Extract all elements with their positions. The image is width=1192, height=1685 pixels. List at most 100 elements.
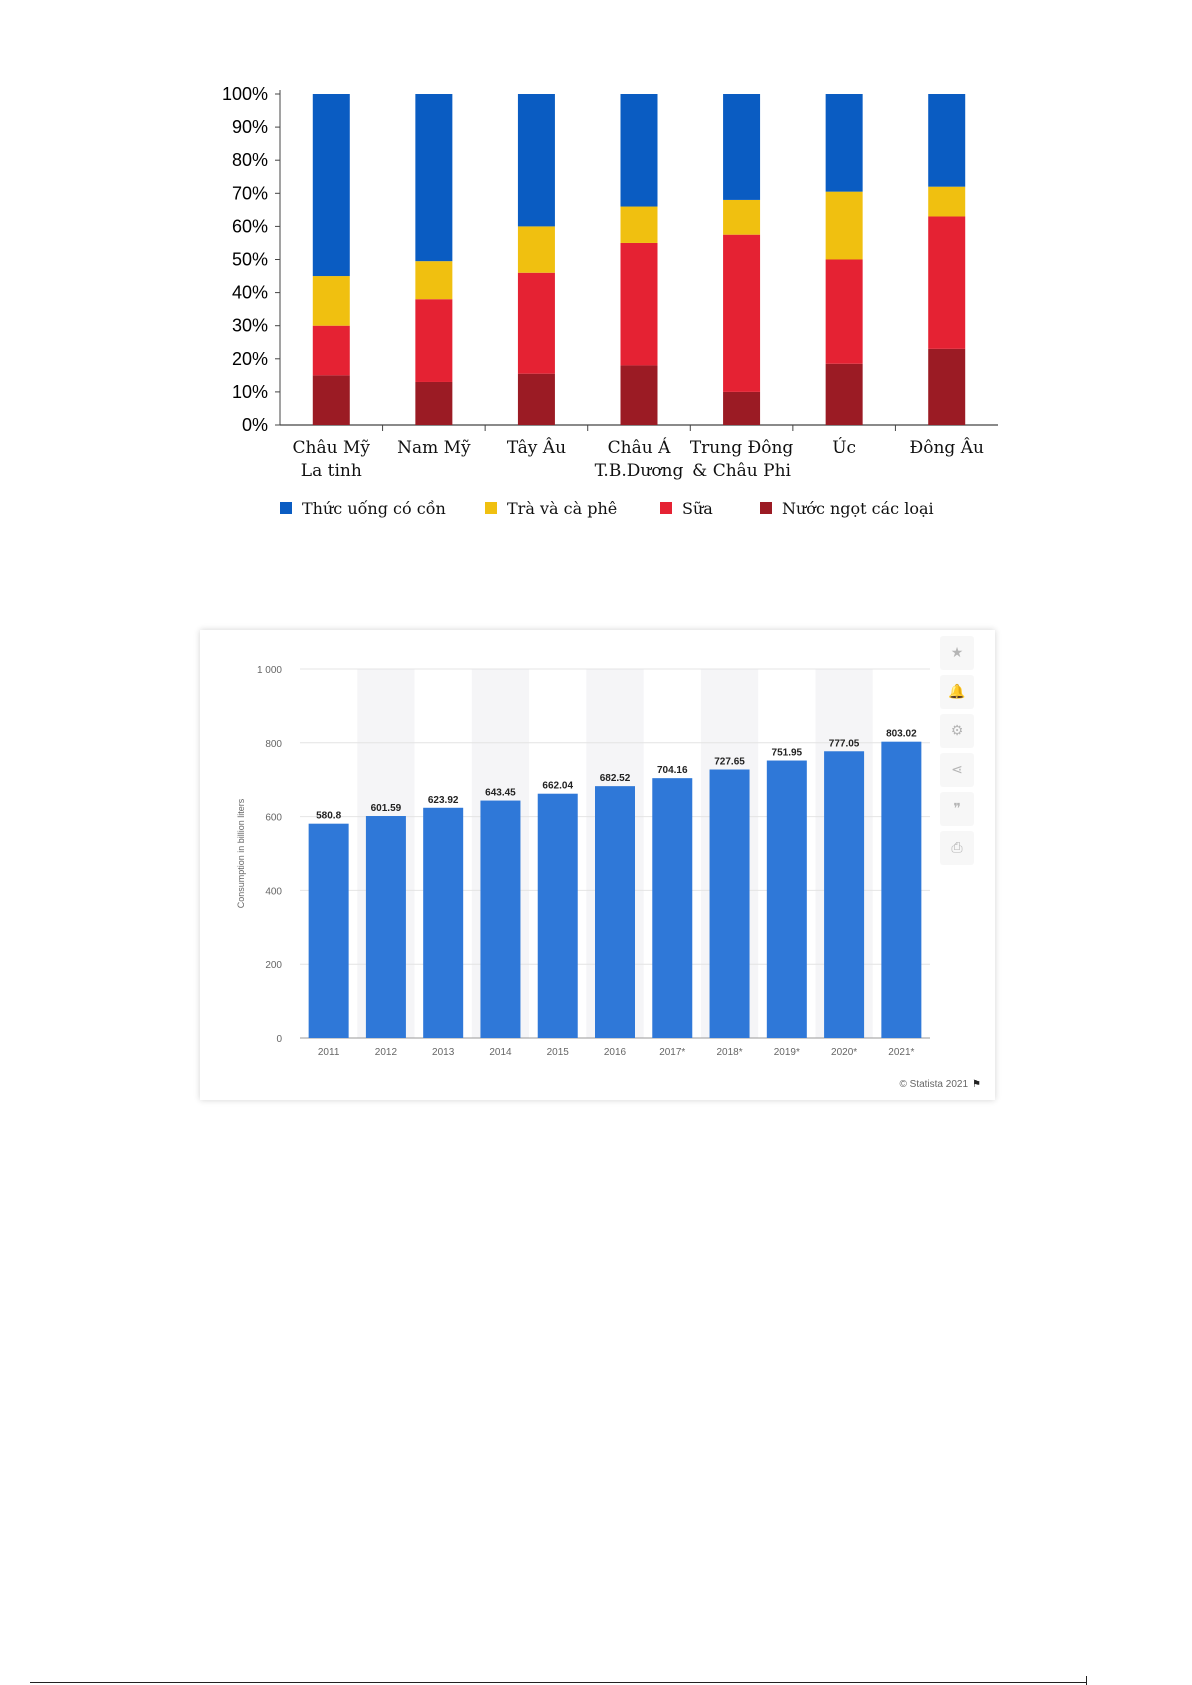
x-tick-label: La tinh [301,461,362,481]
chart-toolbar: ★ 🔔 ⚙ ⋖ ❞ ⎙ [940,636,976,870]
data-bar [423,807,464,1038]
stack-segment [312,94,350,277]
legend-swatch [485,502,497,514]
data-bar [709,769,750,1038]
print-icon[interactable]: ⎙ [940,831,974,865]
data-label: 623.92 [428,795,459,806]
x-tick-label: 2012 [375,1047,398,1058]
data-label: 777.05 [829,738,860,749]
stack-segment [517,226,555,273]
y-tick-label: 800 [265,739,282,750]
x-tick-label: 2021* [888,1047,914,1058]
data-bar [480,800,521,1038]
x-tick-label: 2020* [831,1047,857,1058]
y-tick-label: 70% [232,183,268,203]
data-label: 704.16 [657,765,688,776]
x-tick-label: Tây Âu [507,437,566,458]
stack-segment [825,94,863,192]
data-label: 601.59 [371,803,402,814]
x-tick-label: Đông Âu [910,437,984,458]
stack-segment [825,363,863,425]
y-tick-label: 200 [265,960,282,971]
page-rule [30,1682,1087,1683]
y-tick-label: 60% [232,216,268,236]
stack-segment [517,94,555,227]
data-bar [537,793,578,1038]
data-bar [766,760,807,1038]
star-icon[interactable]: ★ [940,636,974,670]
data-bar [308,823,349,1038]
legend-label: Nước ngọt các loại [782,499,934,518]
stack-segment [415,381,453,425]
flag-icon: ⚑ [972,1079,981,1090]
stack-segment [723,94,761,200]
stack-segment [415,94,453,262]
y-tick-label: 40% [232,283,268,303]
legend-label: Thức uống có cồn [302,499,446,518]
x-tick-label: 2018* [716,1047,742,1058]
y-tick-label: 80% [232,150,268,170]
data-bar [595,786,635,1038]
stack-segment [415,299,453,382]
x-tick-label: Nam Mỹ [397,438,471,458]
stack-segment [620,365,658,425]
data-label: 727.65 [714,756,745,767]
y-tick-label: 600 [265,813,282,824]
data-label: 662.04 [542,781,573,792]
x-tick-label: Châu Mỹ [293,438,371,458]
legend-swatch [660,502,672,514]
stack-segment [312,276,350,326]
data-label: 643.45 [485,788,516,799]
stack-segment [620,242,658,366]
quote-icon[interactable]: ❞ [940,792,974,826]
legend-swatch [760,502,772,514]
x-tick-label: 2016 [604,1047,627,1058]
page-tick [1086,1676,1087,1685]
stack-segment [928,348,966,425]
x-tick-label: Úc [832,437,856,458]
legend-label: Trà và cà phê [507,499,617,518]
stack-segment [312,325,350,376]
data-bar [652,778,693,1038]
stack-segment [312,375,350,425]
y-tick-label: 1 000 [257,665,282,676]
y-tick-label: 400 [265,886,282,897]
consumption-bar-chart: 580.8 601.59 623.92 643.45 662.04 682.52 704.1… [236,665,930,1058]
share-icon[interactable]: ⋖ [940,753,974,787]
bell-icon[interactable]: 🔔 [940,675,974,709]
stack-segment [928,186,966,217]
y-tick-label: 50% [232,250,268,270]
data-label: 751.95 [772,748,803,759]
x-tick-label: Châu Á [608,437,671,458]
y-tick-label: 30% [232,316,268,336]
x-tick-label: Trung Đông [690,438,794,458]
legend-swatch [280,502,292,514]
stack-segment [415,261,453,300]
data-label: 682.52 [600,773,631,784]
x-tick-label: 2015 [547,1047,570,1058]
stack-segment [825,259,863,364]
x-tick-label: 2014 [489,1047,512,1058]
x-tick-label: & Châu Phi [692,461,791,481]
data-label: 803.02 [886,729,917,740]
source-credit[interactable]: © Statista 2021 ⚑ [900,1079,982,1090]
data-label: 580.8 [316,811,341,822]
y-tick-label: 20% [232,349,268,369]
x-tick-label: 2017* [659,1047,685,1058]
stack-segment [723,391,761,425]
stack-segment [517,373,555,425]
y-tick-label: 0 [276,1034,282,1045]
stack-segment [620,206,658,243]
legend-label: Sữa [682,499,713,518]
consumption-chart-card: 580.8 601.59 623.92 643.45 662.04 682.52 704.1… [200,630,995,1100]
credit-text: © Statista 2021 [899,1079,969,1090]
data-bar [365,816,406,1038]
data-bar [881,741,922,1038]
gear-icon[interactable]: ⚙ [940,714,974,748]
stack-segment [517,272,555,374]
y-axis-title: Consumption in billion liters [236,798,246,908]
stack-segment [723,199,761,235]
y-tick-label: 90% [232,117,268,137]
stacked-share-chart: 0% 10% 20% 30% 40% 50% 60% 70% 80% 90% 100% Châu M… [222,84,998,518]
y-tick-label: 100% [222,84,268,104]
